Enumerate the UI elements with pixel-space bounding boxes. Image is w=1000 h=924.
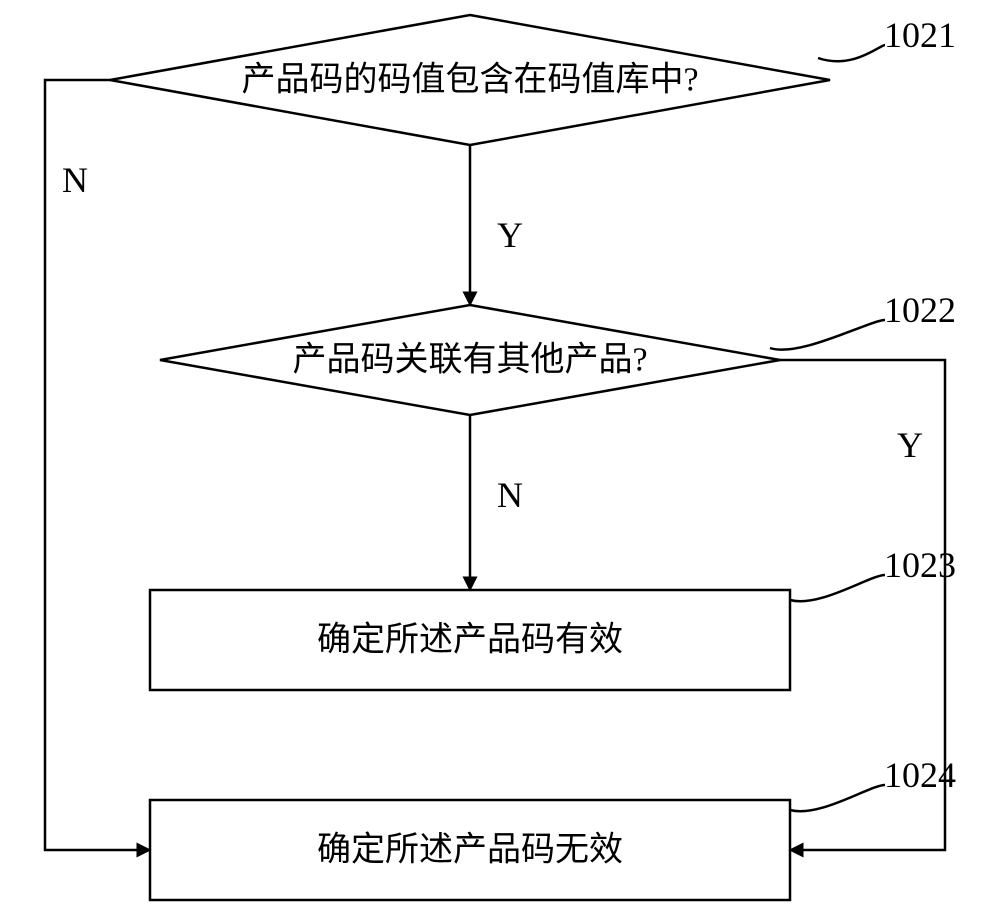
decision-label-d1: 产品码的码值包含在码值库中? [241, 61, 698, 99]
callout-leader-d2 [770, 320, 885, 350]
edge-label-e2: N [497, 475, 523, 515]
edge-e3 [45, 80, 150, 850]
edge-label-e1: Y [497, 215, 523, 255]
callout-text-d2: 1022 [884, 290, 956, 330]
callout-text-d1: 1021 [884, 15, 956, 55]
flowchart-canvas: 产品码的码值包含在码值库中? 产品码关联有其他产品? 确定所述产品码有效确定所述产品… [0, 0, 1000, 924]
edge-label-e3: N [62, 160, 88, 200]
callout-text-r1: 1023 [884, 545, 956, 585]
callout-text-r2: 1024 [884, 755, 956, 795]
edge-label-e4: Y [897, 425, 923, 465]
process-label-r2: 确定所述产品码无效 [317, 831, 623, 869]
process-label-r1: 确定所述产品码有效 [317, 621, 623, 659]
callout-leader-d1 [818, 45, 885, 61]
decision-label-d2: 产品码关联有其他产品? [292, 341, 647, 379]
callout-leader-r1 [790, 575, 885, 601]
callout-leader-r2 [790, 785, 885, 811]
